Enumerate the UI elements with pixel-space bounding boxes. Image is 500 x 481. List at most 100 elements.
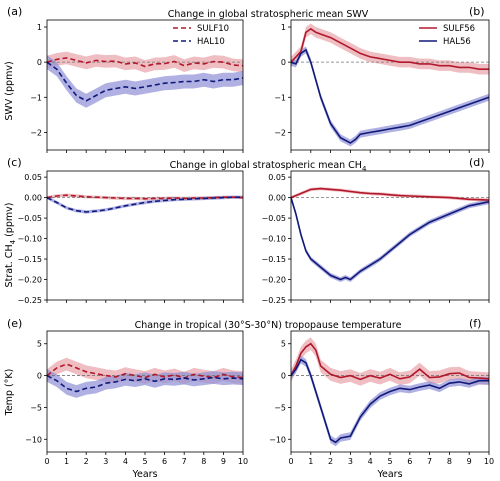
band-sulf56-b [291, 23, 489, 75]
axes-frame-d [290, 170, 490, 301]
ytick-label-c: −0.20 [17, 276, 42, 285]
ytick-label-c: −0.05 [17, 214, 42, 223]
ytick-label-d: −0.05 [261, 214, 286, 223]
legend-label-sulf56: SULF56 [443, 24, 475, 34]
series-sulf10-e [46, 363, 244, 379]
series-sulf56-f [290, 342, 490, 381]
ytick-label-f: 0 [281, 372, 286, 381]
xtick-label-e: 2 [84, 457, 89, 466]
series-sulf10-c [46, 194, 244, 200]
ytick-label-d: −0.20 [261, 276, 286, 285]
panel-letter-b: (b) [469, 5, 485, 18]
panels: 10−1−2SULF10HAL1010−1−2SULF56HAL560.050.… [17, 19, 494, 466]
ytick-label-b: 1 [281, 23, 286, 32]
panel-letter-d: (d) [469, 156, 485, 169]
panel-f: 5 0 −5 −10 0 1 2 3 4 5 6 7 8 9 10 [269, 330, 494, 466]
ytick-label-f: −10 [269, 435, 286, 444]
band-hal56-b [291, 46, 489, 147]
series-sulf56-b [290, 27, 489, 70]
ylabel-ch4: Strat. CH4 (ppmv) [4, 203, 17, 288]
row-title-ch4-sub: 4 [362, 165, 367, 173]
series-sulf10-a [46, 57, 244, 68]
series-hal56-b [290, 48, 490, 144]
xtick-label-f: 0 [288, 457, 293, 466]
ytick-label-e: −5 [30, 403, 42, 412]
ytick-label-d: 0.05 [268, 173, 286, 182]
ytick-label-c: 0.05 [24, 173, 42, 182]
ytick-label-d: −0.25 [261, 296, 286, 305]
xtick-label-e: 4 [123, 457, 128, 466]
panel-a: 1 0 −1 −2 SULF10 HAL10 [30, 19, 244, 153]
xlabel-left: Years [131, 469, 157, 480]
ytick-label-c: −0.25 [17, 296, 42, 305]
xtick-label-f: 2 [328, 457, 333, 466]
xlabel-right: Years [376, 469, 402, 480]
ytick-label-c: −0.15 [17, 255, 42, 264]
xtick-label-e: 7 [182, 457, 187, 466]
xtick-label-f: 8 [447, 457, 452, 466]
legend-label-hal10: HAL10 [197, 37, 225, 47]
xtick-label-f: 10 [484, 457, 494, 466]
ytick-label-e: −10 [25, 435, 42, 444]
ytick-label-c: 0.00 [24, 194, 42, 203]
xtick-label-e: 8 [201, 457, 206, 466]
series-hal10-c [46, 196, 243, 213]
ytick-label-a: 1 [37, 23, 42, 32]
series-hal10-a [46, 61, 244, 102]
xtick-label-f: 3 [348, 457, 353, 466]
panel-c: 0.05 0.00 −0.05 −0.10 −0.15 −0.20 −0.25 [17, 170, 244, 305]
legend-label-hal56: HAL56 [443, 37, 471, 47]
ytick-label-b: 0 [281, 58, 286, 67]
ytick-label-a: −2 [30, 128, 42, 137]
xtick-label-e: 0 [44, 457, 49, 466]
xtick-label-e: 6 [162, 457, 167, 466]
panel-e: 5 0 −5 −10 0 1 2 3 4 5 6 7 8 9 10 [25, 330, 248, 466]
row-title-ch4-main: Change in global stratospheric mean CH [170, 160, 362, 171]
xtick-label-f: 9 [467, 457, 472, 466]
band-sulf56-f [291, 337, 489, 386]
ylabel-temp: Temp (°K) [4, 369, 15, 417]
ytick-label-f: 5 [281, 340, 286, 349]
ytick-label-d: 0.00 [268, 194, 286, 203]
ytick-label-d: −0.15 [261, 255, 286, 264]
xtick-label-e: 9 [221, 457, 226, 466]
xtick-label-f: 5 [387, 457, 392, 466]
ylabel-ch4-sub: 4 [9, 239, 17, 244]
panel-letter-c: (c) [7, 156, 22, 169]
ytick-label-a: 0 [37, 58, 42, 67]
row-title-swv: Change in global stratospheric mean SWV [168, 9, 369, 20]
ytick-label-e: 5 [37, 340, 42, 349]
xtick-label-e: 3 [103, 457, 108, 466]
ylabel-swv: SWV (ppmv) [4, 61, 15, 120]
xtick-label-f: 6 [407, 457, 412, 466]
ytick-label-b: −2 [274, 128, 286, 137]
band-hal10-c [47, 195, 243, 214]
ylabel-ch4-main: Strat. CH [4, 244, 15, 287]
panel-b: 1 0 −1 −2 SULF56 HAL56 [274, 19, 490, 153]
band-hal56-d [291, 195, 489, 282]
ylabel-ch4-tail: (ppmv) [4, 203, 15, 240]
ytick-label-d: −0.10 [261, 235, 286, 244]
xtick-label-f: 4 [368, 457, 373, 466]
ytick-label-f: −5 [274, 403, 286, 412]
xtick-label-e: 5 [142, 457, 147, 466]
xtick-label-e: 1 [64, 457, 69, 466]
xtick-label-f: 7 [427, 457, 432, 466]
ytick-label-e: 0 [37, 372, 42, 381]
panel-letter-e: (e) [7, 317, 22, 330]
row-title-temp: Change in tropical (30°S-30°N) tropopaus… [135, 320, 402, 331]
series-hal56-d [290, 197, 490, 281]
series-sulf56-d [290, 187, 490, 201]
xtick-label-e: 10 [238, 457, 248, 466]
xtick-label-f: 1 [308, 457, 313, 466]
series-hal10-e [46, 374, 244, 393]
panel-letter-a: (a) [7, 5, 22, 18]
axes-frame-c [46, 170, 244, 301]
panel-letter-f: (f) [469, 317, 481, 330]
ytick-label-b: −1 [274, 93, 286, 102]
series-hal56-f [290, 358, 489, 444]
panel-d: 0.05 0.00 −0.05 −0.10 −0.15 −0.20 −0.25 [261, 170, 490, 305]
band-hal10-e [47, 369, 243, 398]
row-title-ch4: Change in global stratospheric mean CH4 [170, 160, 367, 173]
